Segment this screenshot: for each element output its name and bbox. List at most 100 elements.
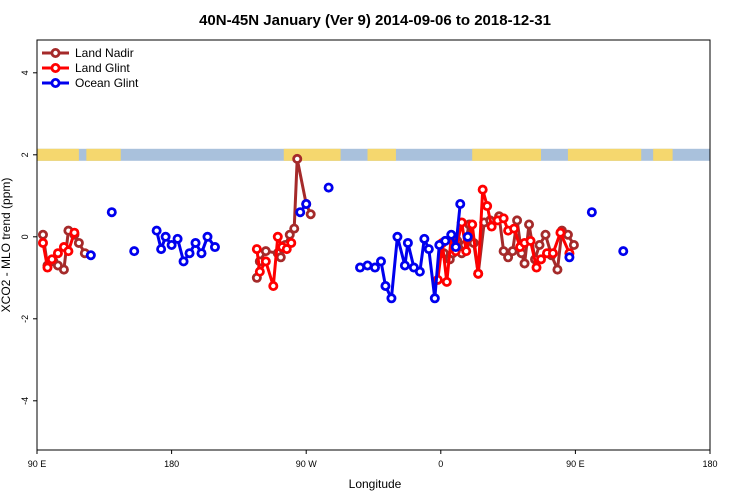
y-tick-label: 0 (20, 234, 30, 239)
data-point (260, 246, 271, 257)
legend-label: Ocean Glint (75, 76, 139, 90)
data-point (440, 235, 451, 246)
data-point (547, 248, 558, 259)
data-point (386, 293, 397, 304)
data-point (402, 237, 413, 248)
data-point (525, 235, 536, 246)
series-ocean-glint (85, 182, 629, 304)
data-point (172, 233, 183, 244)
data-point (37, 229, 48, 240)
data-point (85, 250, 96, 261)
data-point (323, 182, 334, 193)
data-point (160, 231, 171, 242)
y-tick-label: 2 (20, 152, 30, 157)
data-point (106, 207, 117, 218)
y-tick-label: -2 (20, 315, 30, 323)
data-point (184, 248, 195, 259)
data-point (58, 264, 69, 275)
data-point (414, 266, 425, 277)
data-point (260, 256, 271, 267)
data-point (503, 252, 514, 263)
data-point (380, 280, 391, 291)
plot-frame (36, 39, 711, 451)
data-point (552, 264, 563, 275)
data-point (399, 260, 410, 271)
data-point (455, 198, 466, 209)
data-point (301, 198, 312, 209)
data-point (369, 262, 380, 273)
y-axis: -4 -2 0 2 4 (20, 70, 37, 405)
data-point (586, 207, 597, 218)
data-point (42, 262, 53, 273)
data-point (441, 276, 452, 287)
data-point (272, 231, 283, 242)
chart-title: 40N-45N January (Ver 9) 2014-09-06 to 20… (199, 12, 551, 29)
land-segment (86, 148, 121, 161)
data-point (486, 221, 497, 232)
data-point (536, 254, 547, 265)
data-point (618, 246, 629, 257)
data-point (498, 213, 509, 224)
data-point (467, 219, 478, 230)
x-tick-label: 90 E (28, 459, 47, 469)
y-axis-label: XCO2 - MLO trend (ppm) (0, 178, 13, 313)
data-point (268, 280, 279, 291)
x-axis-label: Longitude (349, 477, 402, 491)
data-point (151, 225, 162, 236)
land-segment (653, 148, 673, 161)
data-point (450, 242, 461, 253)
land-segment (367, 148, 396, 161)
data-point (477, 184, 488, 195)
data-point (63, 246, 74, 257)
data-point (392, 231, 403, 242)
data-point (519, 258, 530, 269)
y-tick-label: -4 (20, 397, 30, 405)
data-point (166, 239, 177, 250)
data-point (305, 209, 316, 220)
data-point (462, 231, 473, 242)
land-segment (567, 148, 642, 161)
data-point (498, 246, 509, 257)
data-point (286, 237, 297, 248)
data-point (46, 254, 57, 265)
data-point (423, 244, 434, 255)
series-layer (37, 153, 629, 304)
land-ocean-band (37, 148, 710, 161)
data-point (461, 246, 472, 257)
data-point (73, 237, 84, 248)
legend-marker (50, 78, 61, 89)
legend-marker (50, 48, 61, 59)
data-point (568, 239, 579, 250)
legend-label: Land Glint (75, 61, 130, 75)
x-tick-label: 180 (702, 459, 717, 469)
data-point (69, 227, 80, 238)
data-point (281, 244, 292, 255)
data-point (512, 215, 523, 226)
data-point (375, 256, 386, 267)
x-tick-label: 90 E (566, 459, 585, 469)
data-point (429, 293, 440, 304)
data-point (52, 248, 63, 259)
data-point (275, 252, 286, 263)
data-point (555, 227, 566, 238)
data-point (37, 237, 48, 248)
land-segment (472, 148, 542, 161)
data-point (251, 244, 262, 255)
data-point (156, 244, 167, 255)
data-point (209, 242, 220, 253)
data-point (531, 262, 542, 273)
x-tick-label: 0 (438, 459, 443, 469)
y-tick-label: 4 (20, 70, 30, 75)
data-point (564, 252, 575, 263)
data-point (446, 229, 457, 240)
data-point (289, 223, 300, 234)
data-point (196, 248, 207, 259)
x-tick-label: 90 W (296, 459, 318, 469)
x-tick-label: 180 (164, 459, 179, 469)
data-point (534, 239, 545, 250)
legend-marker (50, 63, 61, 74)
data-point (190, 237, 201, 248)
data-point (473, 268, 484, 279)
data-point (524, 219, 535, 230)
